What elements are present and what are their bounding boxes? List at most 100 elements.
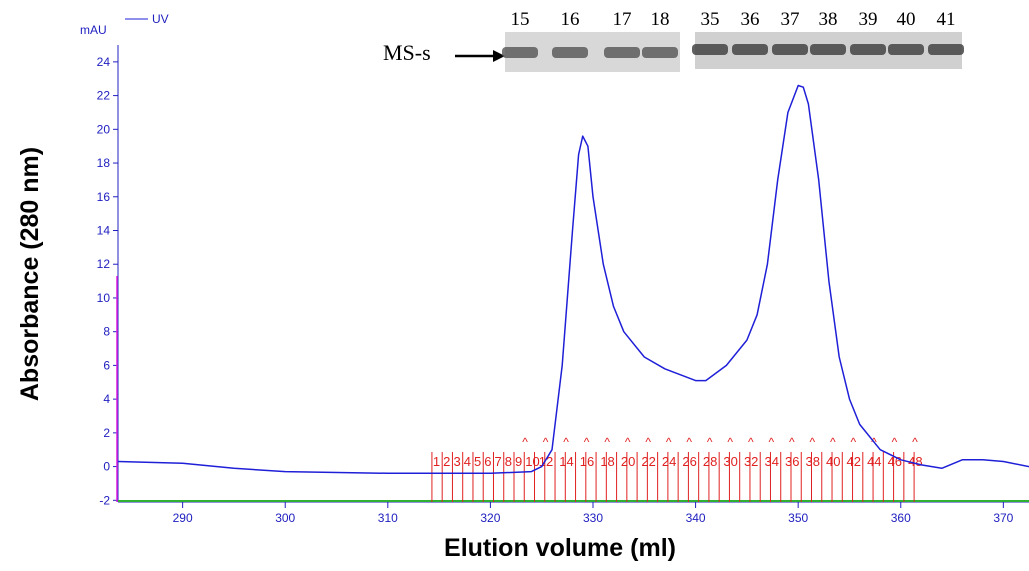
fraction-label: 34 xyxy=(764,454,778,469)
fraction-marker: ^ xyxy=(686,435,692,449)
gel-band xyxy=(732,44,768,55)
y-tick-label: 20 xyxy=(97,122,111,136)
fraction-label: 8 xyxy=(505,454,512,469)
fraction-label: 3 xyxy=(453,454,460,469)
gel-arrow-head xyxy=(493,50,505,62)
lane-label: 18 xyxy=(651,9,670,30)
fraction-label: 9 xyxy=(515,454,522,469)
gel-band xyxy=(502,47,538,58)
fraction-label: 40 xyxy=(826,454,840,469)
gel-band xyxy=(692,44,728,55)
fraction-label: 18 xyxy=(600,454,614,469)
fraction-marker: ^ xyxy=(748,435,754,449)
gel-label: MS-s xyxy=(383,40,431,65)
gel-band xyxy=(850,44,886,55)
gel-band xyxy=(888,44,924,55)
y-unit: mAU xyxy=(80,23,107,37)
lane-label: 36 xyxy=(741,9,760,30)
fraction-label: 36 xyxy=(785,454,799,469)
fraction-label: 5 xyxy=(474,454,481,469)
fraction-marker: ^ xyxy=(768,435,774,449)
lane-label: 35 xyxy=(701,9,720,30)
lane-label: 15 xyxy=(511,9,530,30)
uv-line xyxy=(117,84,1029,475)
fraction-label: 48 xyxy=(908,454,922,469)
y-tick-label: 24 xyxy=(97,55,111,69)
lane-label: 41 xyxy=(937,9,956,30)
fraction-marker: ^ xyxy=(912,435,918,449)
y-tick-label: 16 xyxy=(97,190,111,204)
gel-band xyxy=(552,47,588,58)
fraction-label: 10 xyxy=(525,454,539,469)
y-tick-label: 8 xyxy=(103,325,110,339)
gel-band xyxy=(604,47,640,58)
x-tick-label: 360 xyxy=(891,511,911,525)
fraction-label: 16 xyxy=(580,454,594,469)
y-tick-label: -2 xyxy=(99,493,110,507)
x-tick-label: 320 xyxy=(480,511,500,525)
fraction-label: 4 xyxy=(464,454,471,469)
fraction-label: 32 xyxy=(744,454,758,469)
fraction-marker: ^ xyxy=(563,435,569,449)
lane-label: 40 xyxy=(897,9,916,30)
fraction-marker: ^ xyxy=(666,435,672,449)
y-tick-label: 10 xyxy=(97,291,111,305)
lane-label: 37 xyxy=(781,9,800,30)
gel-band xyxy=(810,44,846,55)
gel: MS-s 15 16 17 18 35 36 37 38 39 40 41 xyxy=(383,9,964,72)
y-tick-label: 4 xyxy=(103,392,110,406)
fraction-marker: ^ xyxy=(851,435,857,449)
x-tick-label: 350 xyxy=(788,511,808,525)
fraction-label: 38 xyxy=(806,454,820,469)
fraction-label: 7 xyxy=(494,454,501,469)
y-tick-label: 14 xyxy=(97,223,111,237)
fraction-label: 42 xyxy=(847,454,861,469)
legend-label: UV xyxy=(152,12,169,26)
y-tick-label: 2 xyxy=(103,426,110,440)
y-axis-title: Absorbance (280 nm) xyxy=(16,147,44,401)
fraction-marker: ^ xyxy=(625,435,631,449)
fraction-label: 22 xyxy=(641,454,655,469)
fraction-marker: ^ xyxy=(727,435,733,449)
lane-label: 16 xyxy=(561,9,580,30)
fraction-label: 46 xyxy=(888,454,902,469)
fraction-marker: ^ xyxy=(522,435,528,449)
fraction-label: 1 xyxy=(433,454,440,469)
y-tick-label: 6 xyxy=(103,358,110,372)
fraction-label: 14 xyxy=(559,454,573,469)
fraction-marker: ^ xyxy=(810,435,816,449)
x-axis-title: Elution volume (ml) xyxy=(444,534,676,562)
fraction-marker: ^ xyxy=(707,435,713,449)
fraction-label: 44 xyxy=(867,454,881,469)
lane-label: 39 xyxy=(859,9,878,30)
x-tick-label: 340 xyxy=(686,511,706,525)
fraction-marker: ^ xyxy=(584,435,590,449)
fraction-label: 24 xyxy=(662,454,676,469)
lane-label: 17 xyxy=(613,9,632,30)
fraction-marker: ^ xyxy=(645,435,651,449)
y-tick-label: 22 xyxy=(97,89,111,103)
gel-band xyxy=(928,44,964,55)
x-tick-label: 300 xyxy=(275,511,295,525)
y-tick-label: 0 xyxy=(103,460,110,474)
fraction-marker: ^ xyxy=(789,435,795,449)
y-tick-label: 18 xyxy=(97,156,111,170)
fraction-marker: ^ xyxy=(543,435,549,449)
x-tick-label: 290 xyxy=(173,511,193,525)
fraction-label: 6 xyxy=(484,454,491,469)
fraction-label: 28 xyxy=(703,454,717,469)
gel-band xyxy=(642,47,678,58)
y-tick-label: 12 xyxy=(97,257,111,271)
gel-band xyxy=(772,44,808,55)
x-tick-label: 310 xyxy=(378,511,398,525)
x-tick-label: 330 xyxy=(583,511,603,525)
fraction-label: 30 xyxy=(723,454,737,469)
lane-label: 38 xyxy=(819,9,838,30)
x-tick-label: 370 xyxy=(993,511,1013,525)
fraction-marker: ^ xyxy=(830,435,836,449)
fraction-label: 20 xyxy=(621,454,635,469)
fraction-label: 26 xyxy=(682,454,696,469)
fraction-label: 2 xyxy=(443,454,450,469)
fraction-marker: ^ xyxy=(604,435,610,449)
